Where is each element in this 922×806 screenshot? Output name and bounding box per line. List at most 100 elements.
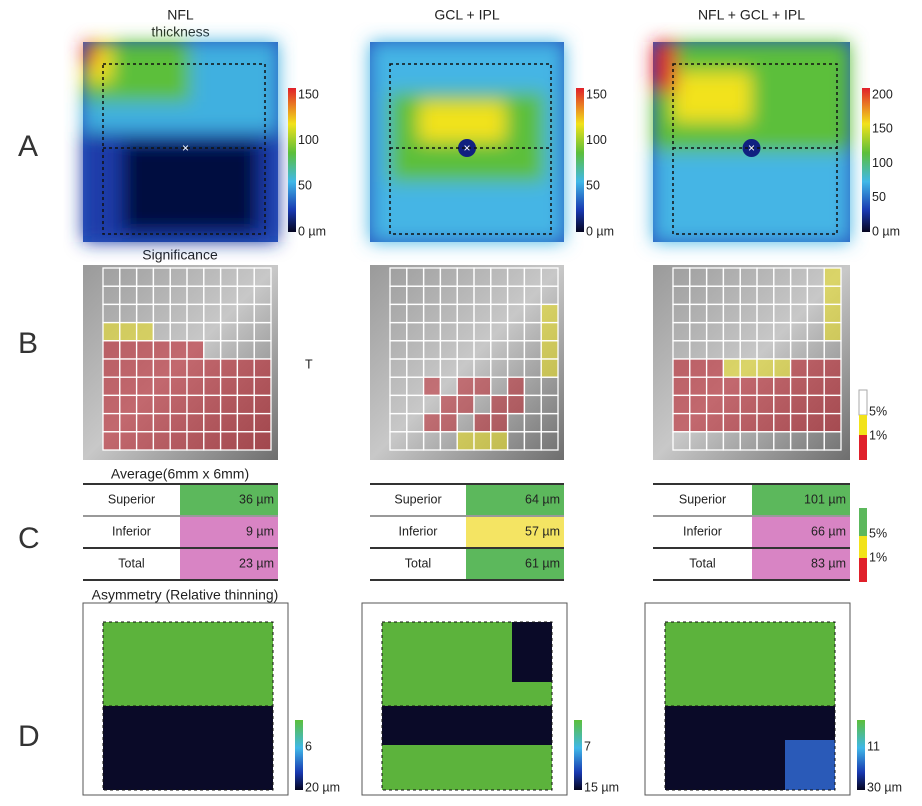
grid-cell: [120, 432, 137, 450]
figure: ABCDSignificanceTAverage(6mm x 6mm)Asymm…: [0, 0, 922, 801]
grid-cell: [807, 414, 824, 432]
grid-cell: [170, 395, 187, 413]
row-label: Total: [118, 556, 144, 570]
grid-cell: [221, 432, 238, 450]
grid-cell: [474, 414, 491, 432]
grid-cell: [103, 341, 120, 359]
colorbar-label: 6: [305, 739, 312, 753]
grid-cell: [120, 341, 137, 359]
section-title: Asymmetry (Relative thinning): [92, 587, 279, 603]
grid-cell: [424, 414, 441, 432]
grid-cell: [221, 359, 238, 377]
legend-yellow: [859, 536, 867, 558]
row-value: 64 µm: [525, 492, 560, 506]
section-title: Significance: [142, 247, 218, 263]
colorbar-label: 50: [298, 179, 312, 193]
colorbar-label: 150: [586, 87, 607, 101]
grid-cell: [508, 377, 525, 395]
grid-cell: [508, 395, 525, 413]
grid-cell: [187, 395, 204, 413]
colorbar-label: 100: [872, 156, 893, 170]
colorbar: [576, 88, 584, 232]
thickness-map: ×: [83, 42, 278, 242]
grid-cell: [774, 395, 791, 413]
grid-cell: [254, 377, 271, 395]
grid-cell: [757, 359, 774, 377]
grid-cell: [740, 395, 757, 413]
row-label: Total: [405, 556, 431, 570]
legend-label: 5%: [869, 526, 887, 540]
row-label: Inferior: [112, 524, 151, 538]
grid-cell: [254, 395, 271, 413]
grid-cell: [541, 341, 558, 359]
grid-cell: [254, 359, 271, 377]
grid-cell: [153, 395, 170, 413]
grid-cell: [137, 432, 154, 450]
grid-cell: [673, 395, 690, 413]
grid-cell: [153, 414, 170, 432]
grid-cell: [221, 377, 238, 395]
grid-cell: [103, 359, 120, 377]
row-label: Total: [689, 556, 715, 570]
grid-cell: [237, 414, 254, 432]
row-value: 66 µm: [811, 524, 846, 538]
grid-cell: [153, 359, 170, 377]
grid-cell: [673, 414, 690, 432]
grid-cell: [187, 414, 204, 432]
map-region: [122, 142, 259, 232]
colorbar: [288, 88, 296, 232]
row-value: 57 µm: [525, 524, 560, 538]
map-blobs: [83, 42, 278, 242]
grid-cell: [170, 414, 187, 432]
grid-cell: [491, 414, 508, 432]
grid-cell: [120, 414, 137, 432]
grid-cell: [707, 377, 724, 395]
fovea-mark: ×: [748, 141, 755, 155]
fovea-mark: ×: [463, 141, 470, 155]
grid-cell: [791, 414, 808, 432]
asym-region: [382, 745, 552, 790]
marker: T: [305, 357, 313, 371]
grid-cell: [120, 323, 137, 341]
grid-cell: [673, 359, 690, 377]
grid-cell: [723, 359, 740, 377]
grid-cell: [824, 268, 841, 286]
asym-region: [785, 740, 835, 790]
asym-top: [103, 622, 273, 706]
row-label: Superior: [394, 492, 441, 506]
grid-cell: [774, 377, 791, 395]
grid-cell: [187, 377, 204, 395]
grid-cell: [807, 377, 824, 395]
legend-red: [859, 558, 867, 582]
grid-cell: [237, 377, 254, 395]
section-title: Average(6mm x 6mm): [111, 466, 249, 482]
grid-cell: [457, 432, 474, 450]
colorbar-label: 7: [584, 739, 591, 753]
grid-cell: [170, 341, 187, 359]
colorbar-label: 15 µm: [584, 780, 619, 794]
colorbar-label: 11: [867, 739, 880, 753]
grid-cell: [457, 395, 474, 413]
grid-cell: [170, 432, 187, 450]
colorbar-label: 200: [872, 87, 893, 101]
grid-cell: [740, 377, 757, 395]
grid-cell: [237, 432, 254, 450]
grid-cell: [807, 359, 824, 377]
legend-label: 1%: [869, 550, 887, 564]
grid-cell: [824, 414, 841, 432]
colorbar: [295, 720, 303, 790]
colorbar-label: 0 µm: [586, 224, 614, 238]
asym-region: [512, 622, 552, 682]
grid-cell: [153, 377, 170, 395]
grid-cell: [204, 395, 221, 413]
grid-cell: [690, 377, 707, 395]
legend-red: [859, 435, 867, 460]
legend-green: [859, 508, 867, 536]
grid-cell: [707, 359, 724, 377]
grid-cell: [723, 395, 740, 413]
legend-white: [859, 390, 867, 415]
grid-cell: [137, 341, 154, 359]
row-label: C: [18, 522, 40, 555]
grid-cell: [103, 377, 120, 395]
colorbar-label: 100: [298, 133, 319, 147]
